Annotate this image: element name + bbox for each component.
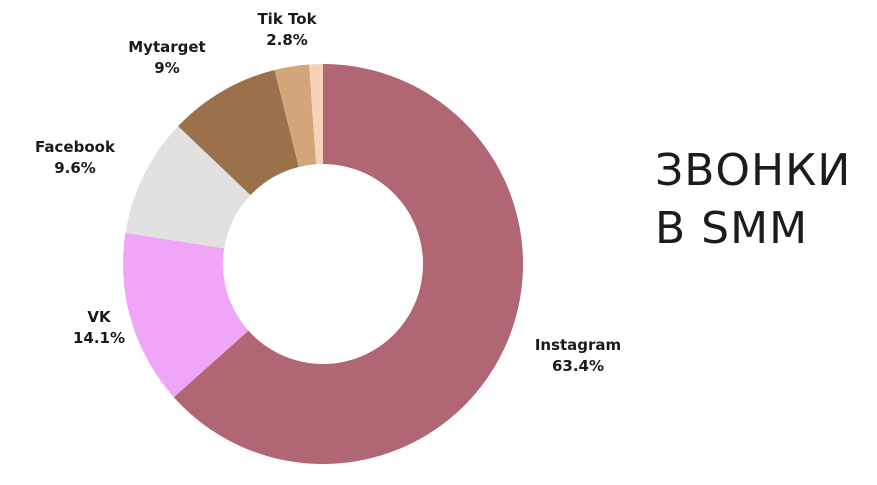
slices-group <box>123 64 523 464</box>
slice-label-name: Tik Tok <box>257 10 317 28</box>
slice-label-value: 14.1% <box>73 329 125 347</box>
chart-title: ЗВОНКИ В SMM <box>655 142 870 258</box>
slice-label-name: Facebook <box>35 138 116 156</box>
slice-label-value: 9.6% <box>54 159 96 177</box>
slice-instagram <box>173 64 523 464</box>
slice-vk <box>123 232 249 398</box>
slice-label-name: Instagram <box>535 336 621 354</box>
slice-facebook <box>125 126 251 249</box>
slice-label-name: VK <box>87 308 112 326</box>
slice-other <box>309 64 323 165</box>
slice-mytarget <box>178 69 299 196</box>
slice-label-value: 2.8% <box>266 31 308 49</box>
slice-label-value: 9% <box>154 59 179 77</box>
chart-title-line-2: В SMM <box>655 203 809 254</box>
labels-group: Instagram 63.4% VK 14.1% Facebook 9.6% Mytarge… <box>35 10 621 375</box>
slice-label-value: 63.4% <box>552 357 604 375</box>
slice-tik-tok <box>274 64 317 167</box>
slice-label-name: Mytarget <box>128 38 205 56</box>
chart-title-line-1: ЗВОНКИ <box>655 145 852 196</box>
